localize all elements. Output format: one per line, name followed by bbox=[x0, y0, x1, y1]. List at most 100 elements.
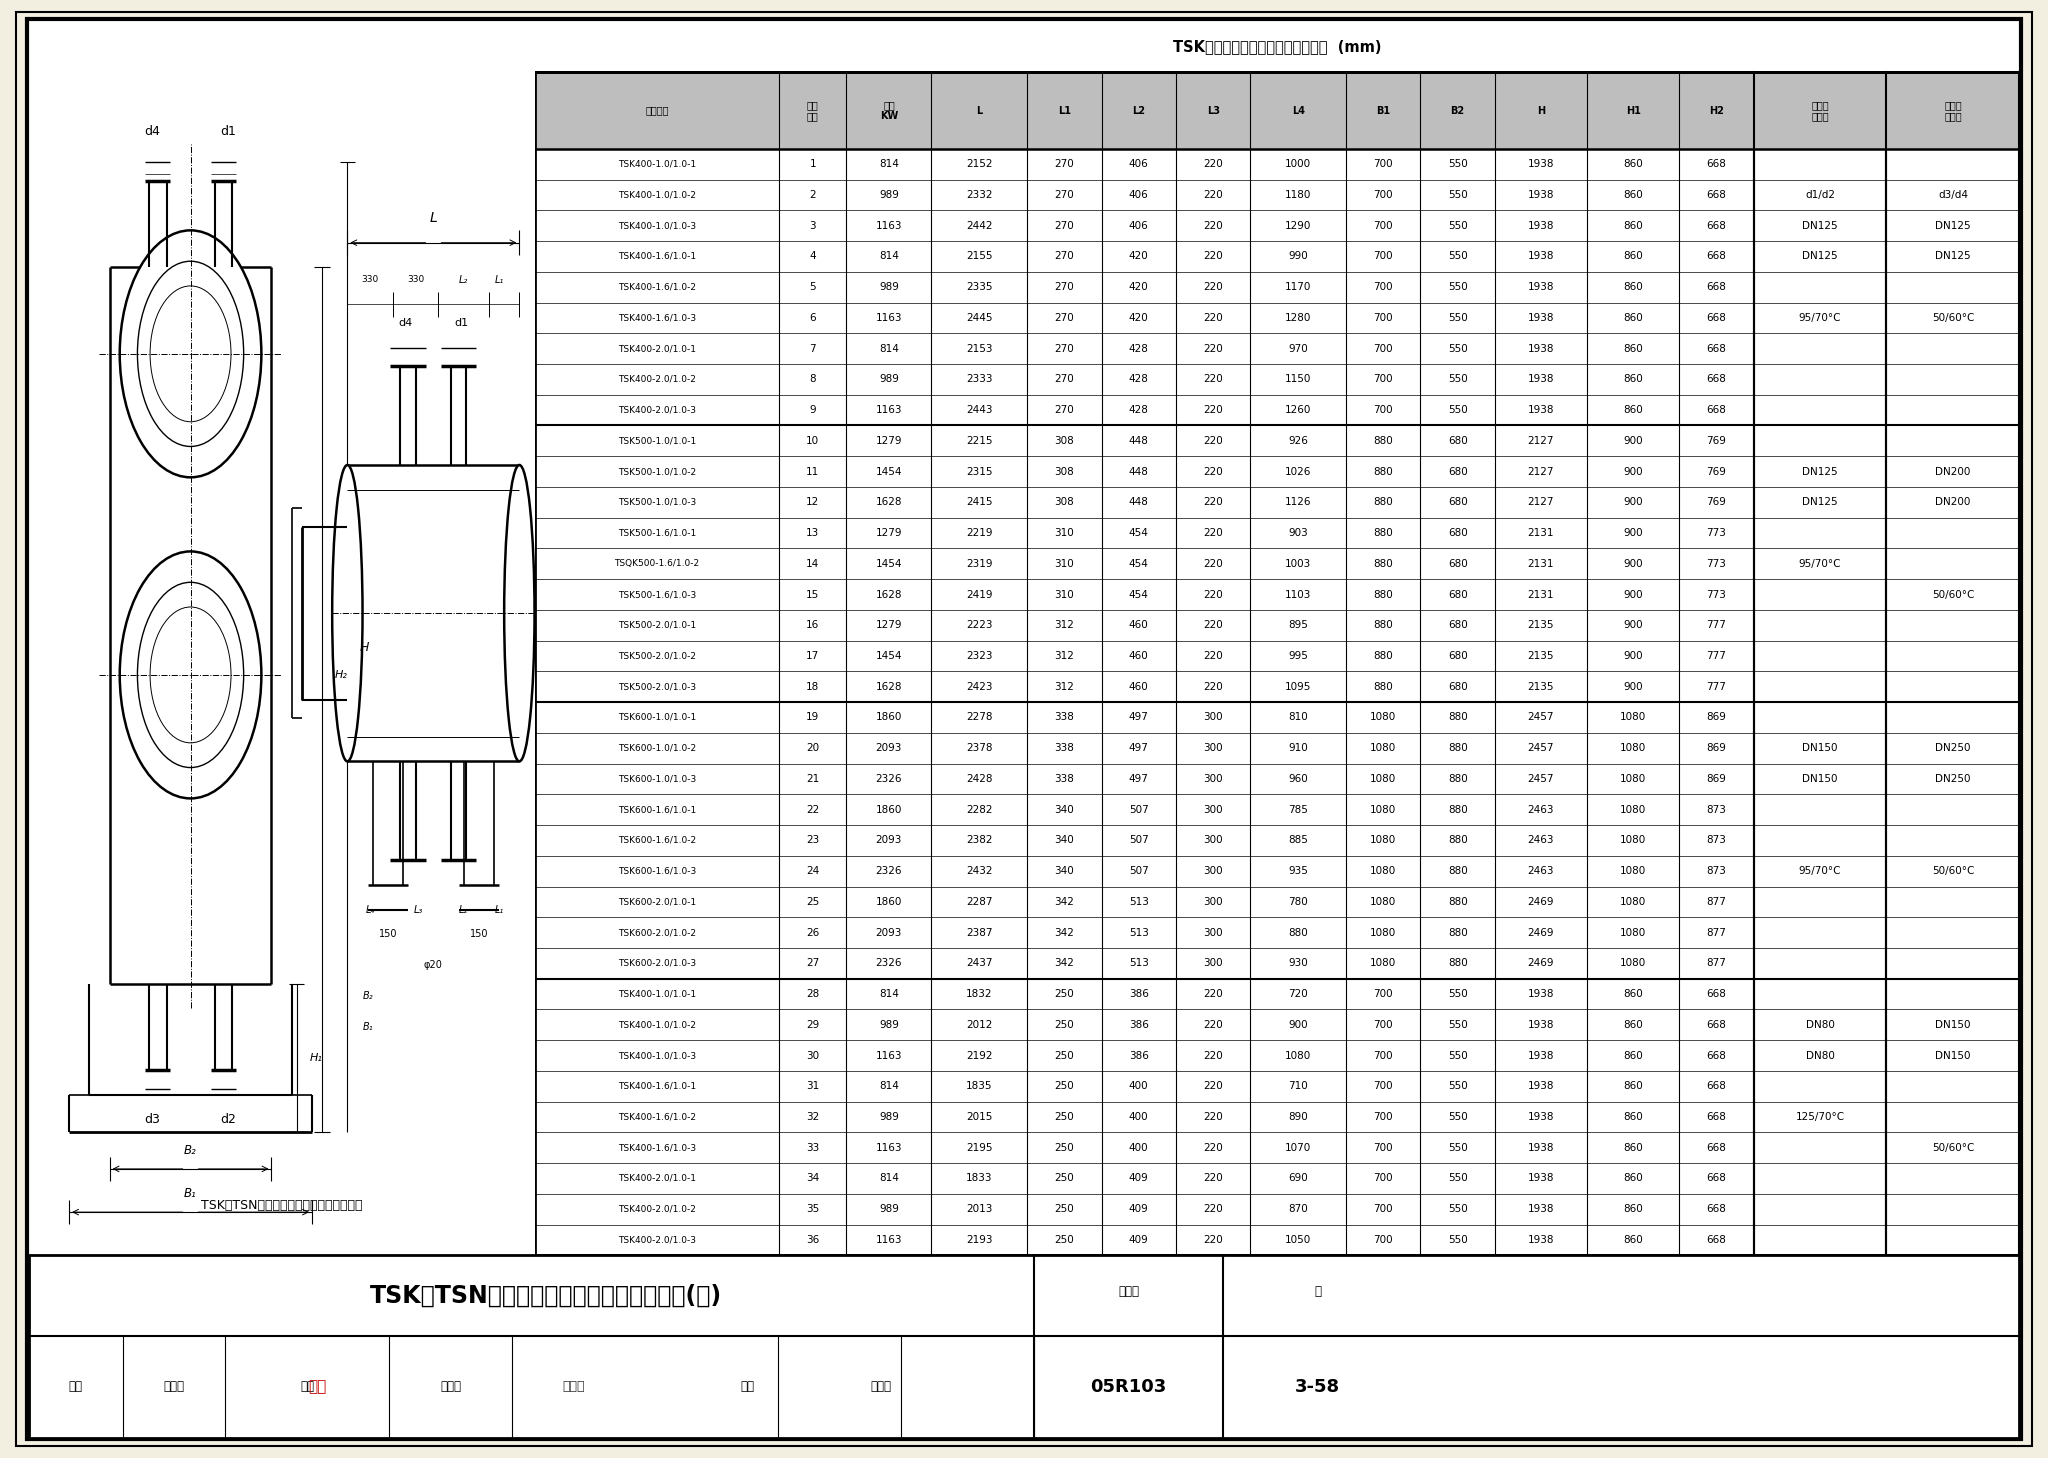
Text: d2: d2 bbox=[221, 1112, 236, 1126]
Text: 220: 220 bbox=[1204, 558, 1223, 569]
Text: 14: 14 bbox=[807, 558, 819, 569]
Text: 2457: 2457 bbox=[1528, 774, 1554, 784]
Text: 15: 15 bbox=[807, 589, 819, 599]
Text: 2127: 2127 bbox=[1528, 467, 1554, 477]
Text: 550: 550 bbox=[1448, 190, 1468, 200]
Text: 448: 448 bbox=[1128, 436, 1149, 446]
Text: 880: 880 bbox=[1374, 650, 1393, 660]
Text: 1080: 1080 bbox=[1370, 744, 1397, 754]
Text: 860: 860 bbox=[1624, 405, 1642, 416]
Text: DN125: DN125 bbox=[1802, 220, 1837, 230]
Text: H1: H1 bbox=[1626, 105, 1640, 115]
Text: TSK600-2.0/1.0-2: TSK600-2.0/1.0-2 bbox=[618, 929, 696, 937]
Text: 6: 6 bbox=[809, 313, 815, 322]
Text: 2219: 2219 bbox=[967, 528, 993, 538]
Text: 220: 220 bbox=[1204, 620, 1223, 630]
Text: 338: 338 bbox=[1055, 713, 1075, 723]
Text: 220: 220 bbox=[1204, 589, 1223, 599]
Text: 680: 680 bbox=[1448, 558, 1468, 569]
Text: 460: 460 bbox=[1128, 650, 1149, 660]
Text: 11: 11 bbox=[807, 467, 819, 477]
Text: 989: 989 bbox=[879, 375, 899, 385]
Text: 720: 720 bbox=[1288, 989, 1309, 999]
Text: 814: 814 bbox=[879, 159, 899, 169]
Text: 1080: 1080 bbox=[1370, 713, 1397, 723]
Text: d4: d4 bbox=[399, 318, 412, 328]
Text: TSK400-1.6/1.0-1: TSK400-1.6/1.0-1 bbox=[618, 1082, 696, 1091]
Text: DN200: DN200 bbox=[1935, 467, 1970, 477]
Text: 900: 900 bbox=[1624, 650, 1642, 660]
Text: 428: 428 bbox=[1128, 405, 1149, 416]
Text: 2127: 2127 bbox=[1528, 497, 1554, 507]
Text: 900: 900 bbox=[1624, 467, 1642, 477]
Text: 1080: 1080 bbox=[1620, 927, 1647, 937]
Text: 熊育铭: 熊育铭 bbox=[164, 1381, 184, 1392]
Text: 32: 32 bbox=[807, 1112, 819, 1123]
Text: d1: d1 bbox=[221, 125, 236, 139]
Text: 668: 668 bbox=[1706, 220, 1726, 230]
Text: 454: 454 bbox=[1128, 589, 1149, 599]
Text: 220: 220 bbox=[1204, 1082, 1223, 1091]
Text: 769: 769 bbox=[1706, 436, 1726, 446]
Text: 3-58: 3-58 bbox=[1294, 1378, 1339, 1395]
Text: L1: L1 bbox=[1059, 105, 1071, 115]
Text: 300: 300 bbox=[1204, 713, 1223, 723]
Text: TSK600-2.0/1.0-1: TSK600-2.0/1.0-1 bbox=[618, 897, 696, 907]
Text: 814: 814 bbox=[879, 1082, 899, 1091]
Text: 2093: 2093 bbox=[877, 835, 901, 846]
Text: 860: 860 bbox=[1624, 283, 1642, 292]
Ellipse shape bbox=[504, 465, 535, 761]
Text: 342: 342 bbox=[1055, 897, 1075, 907]
Text: 550: 550 bbox=[1448, 989, 1468, 999]
Text: 700: 700 bbox=[1374, 1204, 1393, 1215]
Text: 700: 700 bbox=[1374, 1235, 1393, 1245]
Text: 1938: 1938 bbox=[1528, 220, 1554, 230]
Text: 270: 270 bbox=[1055, 313, 1075, 322]
Text: 330: 330 bbox=[408, 276, 424, 284]
Text: 668: 668 bbox=[1706, 344, 1726, 354]
Text: 05R103: 05R103 bbox=[1090, 1378, 1167, 1395]
Text: 1080: 1080 bbox=[1370, 835, 1397, 846]
Text: H2: H2 bbox=[1708, 105, 1724, 115]
Text: 300: 300 bbox=[1204, 897, 1223, 907]
Text: TSK400-1.0/1.0-2: TSK400-1.0/1.0-2 bbox=[618, 191, 696, 200]
Text: 2335: 2335 bbox=[967, 283, 993, 292]
Text: 550: 550 bbox=[1448, 1235, 1468, 1245]
Text: 420: 420 bbox=[1128, 313, 1149, 322]
Text: 550: 550 bbox=[1448, 1204, 1468, 1215]
Text: 406: 406 bbox=[1128, 159, 1149, 169]
Text: 900: 900 bbox=[1288, 1019, 1309, 1029]
Text: B₁: B₁ bbox=[362, 1022, 373, 1032]
Text: 312: 312 bbox=[1055, 650, 1075, 660]
Text: TSK400-1.6/1.0-3: TSK400-1.6/1.0-3 bbox=[618, 313, 696, 322]
Text: 2282: 2282 bbox=[967, 805, 993, 815]
Text: 2131: 2131 bbox=[1528, 558, 1554, 569]
Text: 1938: 1938 bbox=[1528, 1143, 1554, 1153]
Text: 1163: 1163 bbox=[877, 1051, 903, 1060]
Text: 1938: 1938 bbox=[1528, 1051, 1554, 1060]
Text: 250: 250 bbox=[1055, 1019, 1075, 1029]
Text: 1080: 1080 bbox=[1620, 835, 1647, 846]
Text: TSK400-2.0/1.0-1: TSK400-2.0/1.0-1 bbox=[618, 344, 696, 353]
Text: 814: 814 bbox=[879, 989, 899, 999]
Text: 2428: 2428 bbox=[967, 774, 993, 784]
Ellipse shape bbox=[332, 465, 362, 761]
Text: 220: 220 bbox=[1204, 313, 1223, 322]
Text: 1279: 1279 bbox=[877, 528, 903, 538]
Text: 50/60°C: 50/60°C bbox=[1931, 1143, 1974, 1153]
Text: 2131: 2131 bbox=[1528, 528, 1554, 538]
Text: DN150: DN150 bbox=[1935, 1051, 1970, 1060]
Text: 700: 700 bbox=[1374, 283, 1393, 292]
Text: 2469: 2469 bbox=[1528, 958, 1554, 968]
Text: 869: 869 bbox=[1706, 713, 1726, 723]
Text: 668: 668 bbox=[1706, 159, 1726, 169]
Text: 250: 250 bbox=[1055, 1235, 1075, 1245]
Text: 880: 880 bbox=[1448, 866, 1468, 876]
Text: d1/d2: d1/d2 bbox=[1804, 190, 1835, 200]
Text: 700: 700 bbox=[1374, 190, 1393, 200]
Text: TSK500-2.0/1.0-1: TSK500-2.0/1.0-1 bbox=[618, 621, 696, 630]
Text: 1050: 1050 bbox=[1284, 1235, 1311, 1245]
Text: 1070: 1070 bbox=[1284, 1143, 1311, 1153]
Text: 386: 386 bbox=[1128, 1019, 1149, 1029]
Text: 680: 680 bbox=[1448, 467, 1468, 477]
